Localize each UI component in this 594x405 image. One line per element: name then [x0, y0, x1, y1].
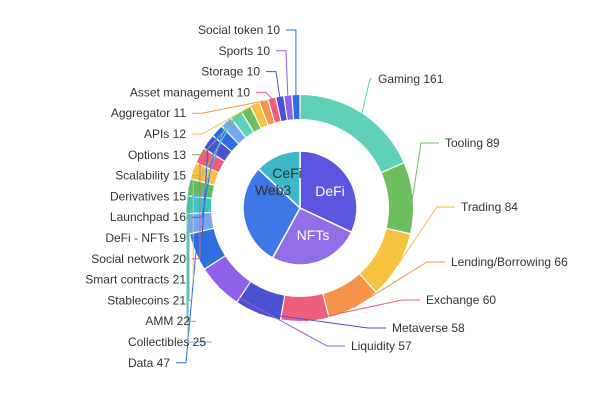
- outer-label-metaverse: Metaverse 58: [392, 321, 465, 335]
- outer-label-smart-contracts: Smart contracts 21: [85, 273, 186, 287]
- leader-lines: [176, 29, 455, 364]
- inner-slice-web3: [242, 167, 301, 259]
- outer-slice-stablecoins: [187, 179, 214, 198]
- outer-label-asset-management: Asset management 10: [130, 85, 250, 99]
- outer-label-data: Data 47: [128, 356, 170, 370]
- inner-label-web3: Web3: [255, 182, 292, 198]
- leader-line-social-network: [192, 155, 201, 260]
- outer-label-defi-nfts: DeFi - NFTs 19: [105, 231, 186, 245]
- leader-line-smart-contracts: [192, 170, 194, 281]
- outer-label-exchange: Exchange 60: [426, 293, 496, 307]
- leader-line-sports: [276, 50, 289, 96]
- outer-slice-trading: [360, 228, 410, 292]
- outer-label-amm: AMM 22: [145, 314, 190, 328]
- outer-slice-smart-contracts: [190, 163, 219, 185]
- outer-label-trading: Trading 84: [461, 200, 518, 214]
- leader-line-tooling: [412, 142, 439, 198]
- outer-label-gaming: Gaming 161: [378, 72, 444, 86]
- inner-label-nfts: NFTs: [297, 227, 330, 243]
- outer-label-options: Options 13: [128, 148, 186, 162]
- outer-slice-apis: [251, 102, 268, 128]
- outer-label-launchpad: Launchpad 16: [110, 210, 186, 224]
- leader-line-stablecoins: [188, 187, 192, 301]
- inner-label-defi: DeFi: [315, 183, 345, 199]
- outer-slice-storage: [276, 96, 287, 121]
- outer-slice-lending-borrowing: [323, 274, 376, 318]
- leader-line-asset-management: [256, 91, 273, 99]
- outer-slice-data: [190, 228, 225, 269]
- outer-labels: Gaming 161 Tooling 89 Trading 84 Lending/Bo…: [85, 23, 568, 370]
- leader-line-lending-borrowing: [353, 261, 445, 308]
- outer-slice-derivatives: [222, 118, 246, 144]
- leader-line-options: [192, 108, 247, 156]
- leader-line-gaming: [361, 78, 372, 114]
- outer-slice-liquidity: [205, 256, 250, 302]
- leader-line-liquidity: [218, 286, 345, 347]
- outer-slice-metaverse: [237, 282, 285, 320]
- outer-label-derivatives: Derivatives 15: [110, 189, 186, 203]
- outer-slice-launchpad: [213, 126, 239, 151]
- outer-label-tooling: Tooling 89: [445, 136, 500, 150]
- leader-line-scalability: [192, 114, 237, 177]
- outer-label-social-token: Social token 10: [198, 23, 280, 37]
- outer-label-social-network: Social network 20: [91, 252, 186, 266]
- inner-slice-defi: [299, 150, 358, 234]
- outer-label-sports: Sports 10: [219, 44, 271, 58]
- outer-label-lending-borrowing: Lending/Borrowing 66: [451, 255, 568, 269]
- outer-slice-asset-management: [268, 97, 281, 123]
- outer-slice-tooling: [381, 163, 413, 234]
- leader-line-amm: [186, 204, 196, 322]
- outer-slice-aggregator: [260, 99, 275, 125]
- leader-line-metaverse: [257, 312, 386, 329]
- leader-line-defi-nfts: [192, 142, 209, 239]
- outer-slice-amm: [187, 196, 212, 214]
- outer-label-collectibles: Collectibles 25: [128, 335, 206, 349]
- outer-label-liquidity: Liquidity 57: [351, 339, 412, 353]
- outer-label-scalability: Scalability 15: [115, 169, 186, 183]
- outer-label-aggregator: Aggregator 11: [111, 106, 186, 120]
- leader-line-exchange: [304, 299, 420, 322]
- leader-line-data: [176, 251, 197, 364]
- leader-line-storage: [266, 71, 281, 97]
- outer-label-storage: Storage 10: [201, 65, 260, 79]
- outer-slice-sports: [284, 95, 294, 120]
- outer-slice-exchange: [281, 294, 329, 321]
- leader-line-trading: [396, 206, 455, 266]
- inner-label-cefi: CeFi: [272, 165, 302, 181]
- leader-line-collectibles: [187, 223, 212, 343]
- outer-slice-social-token: [292, 95, 300, 120]
- leader-line-aggregator: [192, 100, 264, 114]
- inner-slice-cefi: [257, 150, 301, 210]
- outer-slice-gaming: [300, 95, 404, 172]
- leader-line-launchpad: [192, 130, 218, 218]
- leader-line-apis: [192, 103, 256, 135]
- outer-label-apis: APIs 12: [144, 127, 186, 141]
- outer-label-stablecoins: Stablecoins 21: [107, 293, 186, 307]
- outer-slice-options: [241, 106, 261, 132]
- leader-line-social-token: [286, 29, 297, 96]
- inner-pie: [242, 150, 358, 266]
